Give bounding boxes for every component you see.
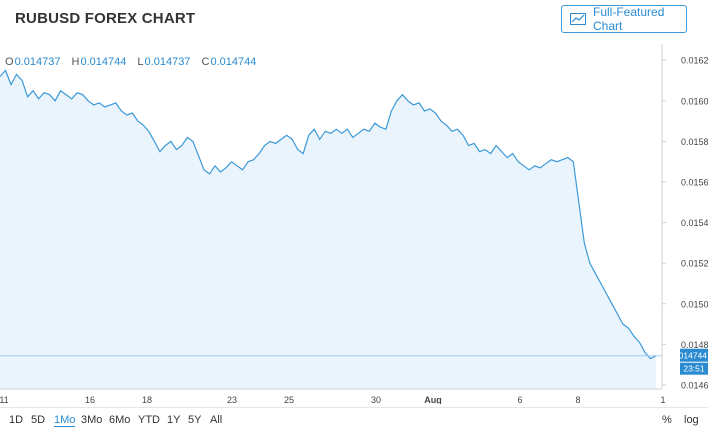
x-tick-label: 11 (0, 395, 9, 404)
ohlc-readout: O0.014737 H0.014744 L0.014737 C0.014744 (5, 56, 264, 68)
x-tick-label: 25 (284, 395, 294, 404)
last-price-badge (680, 348, 708, 362)
price-area-fill (0, 70, 656, 390)
close-value: 0.014744 (210, 56, 257, 68)
y-tick-label: 0.016200 (681, 56, 708, 66)
price-chart[interactable]: 0.016200 0.016000 0.015800 0.015600 0.015400… (0, 44, 708, 404)
countdown-badge (680, 362, 708, 375)
range-button-all[interactable]: All (210, 414, 223, 426)
countdown-value: 23:51 (683, 364, 705, 374)
price-series-line (0, 69, 657, 360)
y-tick-label: 0.014600 (681, 380, 708, 390)
y-tick-label: 0.015400 (681, 218, 708, 228)
x-tick-label: 1 (660, 395, 665, 404)
high-label: H (71, 56, 80, 68)
log-scale-toggle[interactable]: log (684, 414, 699, 426)
y-tick-label: 0.015800 (681, 137, 708, 147)
chart-line-icon (570, 13, 586, 25)
x-tick-label: 18 (142, 395, 152, 404)
x-tick-label: Aug (424, 395, 442, 404)
percent-scale-toggle[interactable]: % (662, 414, 672, 426)
page-title: RUBUSD FOREX CHART (15, 10, 196, 27)
range-button-5y[interactable]: 5Y (188, 414, 202, 426)
range-button-5d[interactable]: 5D (31, 414, 46, 426)
y-tick-label: 0.015200 (681, 259, 708, 269)
open-value: 0.014737 (14, 56, 61, 68)
chart-header: RUBUSD FOREX CHART Full-Featured Chart (0, 0, 708, 42)
range-button-1y[interactable]: 1Y (167, 414, 181, 426)
x-tick-label: 8 (575, 395, 580, 404)
y-tick-label: 0.015000 (681, 299, 708, 309)
x-tick-label: 30 (371, 395, 381, 404)
range-button-3mo[interactable]: 3Mo (81, 414, 103, 426)
x-tick-label: 23 (227, 395, 237, 404)
low-value: 0.014737 (144, 56, 191, 68)
range-button-1mo[interactable]: 1Mo (54, 414, 76, 427)
y-tick-label: 0.015600 (681, 178, 708, 188)
open-label: O (5, 56, 14, 68)
range-button-1d[interactable]: 1D (9, 414, 24, 426)
full-featured-chart-button[interactable]: Full-Featured Chart (561, 5, 687, 33)
range-button-ytd[interactable]: YTD (138, 414, 160, 426)
full-featured-chart-label: Full-Featured Chart (593, 5, 665, 33)
y-tick-label: 0.014800 (681, 340, 708, 350)
low-label: L (137, 56, 144, 68)
x-tick-label: 16 (85, 395, 95, 404)
range-toolbar: 1D 5D 1Mo 3Mo 6Mo YTD 1Y 5Y All % log (0, 407, 708, 431)
x-tick-label: 6 (517, 395, 522, 404)
close-label: C (201, 56, 210, 68)
y-tick-label: 0.016000 (681, 96, 708, 106)
range-button-6mo[interactable]: 6Mo (109, 414, 131, 426)
last-price-value: 0.014744 (672, 351, 708, 361)
high-value: 0.014744 (80, 56, 127, 68)
